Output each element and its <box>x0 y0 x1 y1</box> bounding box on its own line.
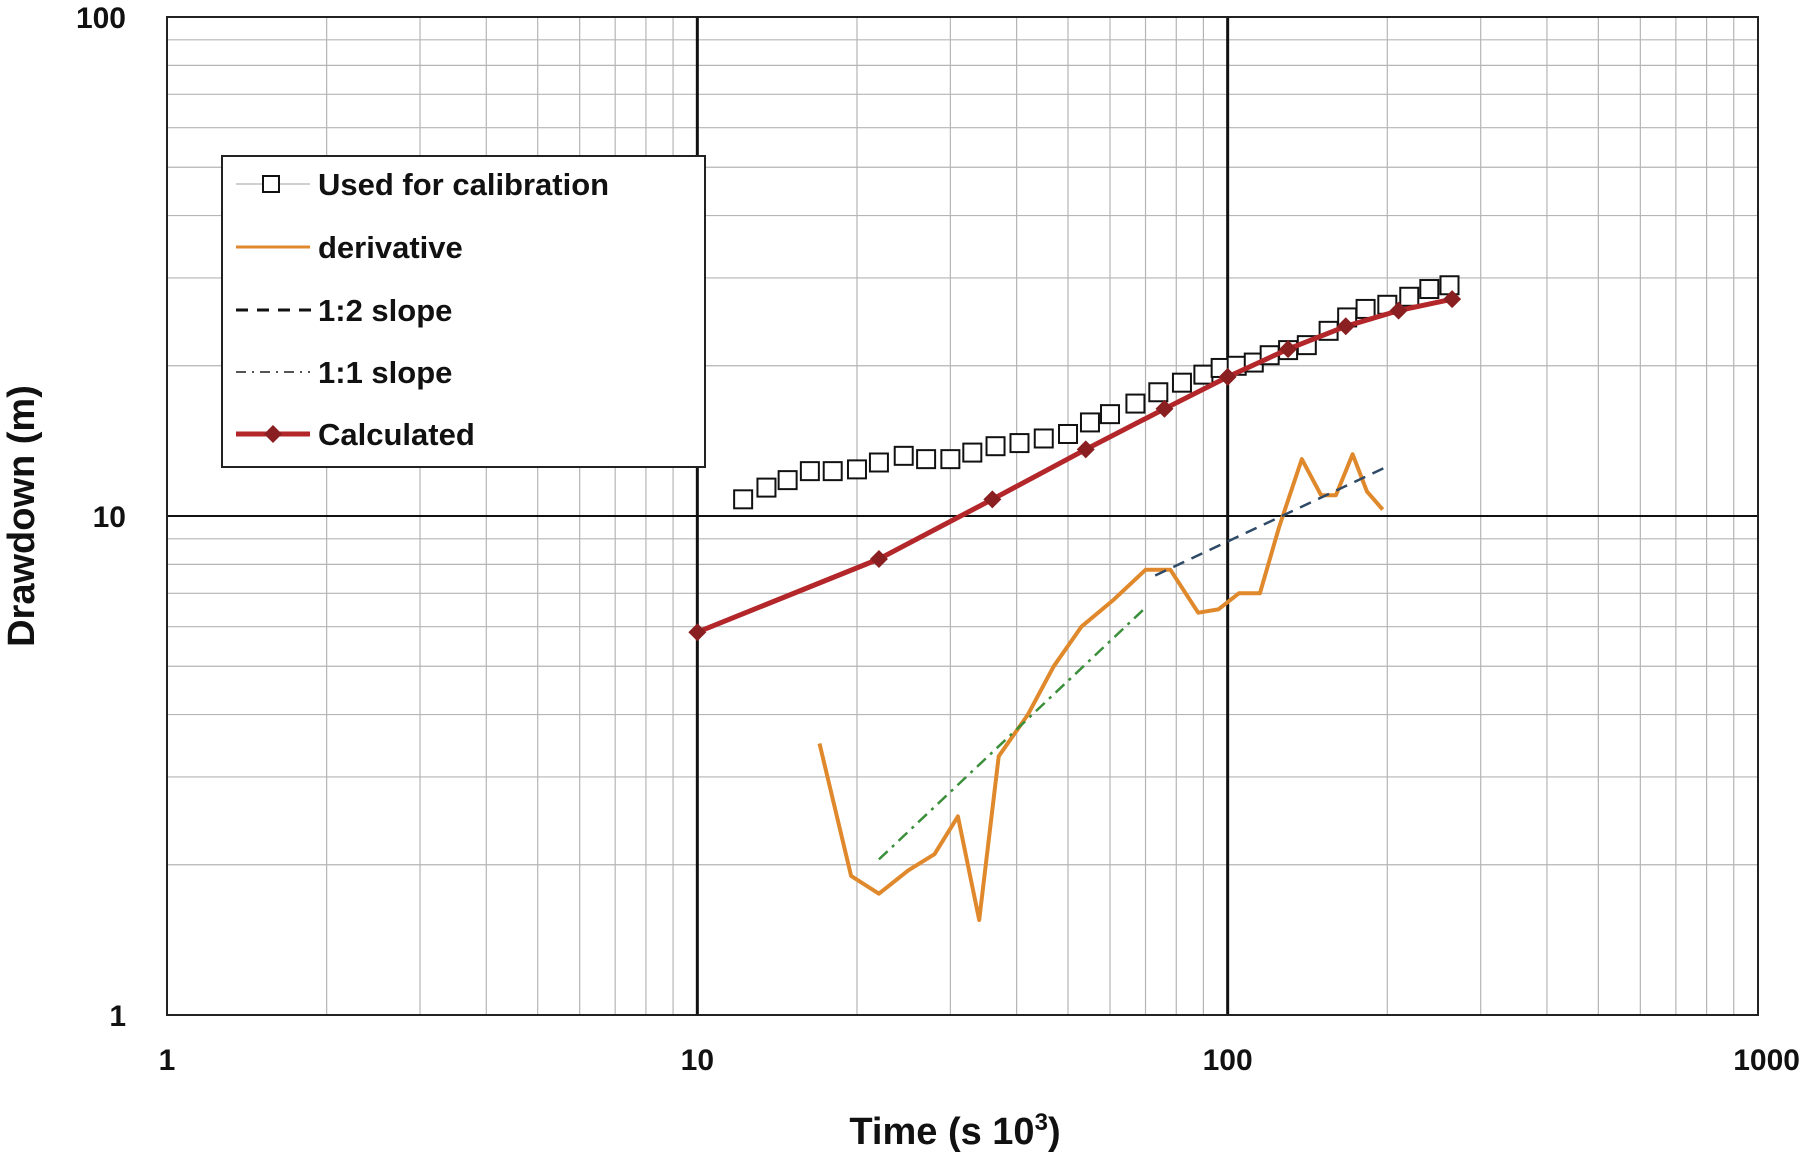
calculated-point <box>1336 317 1355 336</box>
series-calibration <box>733 275 1460 510</box>
slope_half-line <box>1154 466 1386 577</box>
calibration-point <box>893 445 914 466</box>
calibration-point <box>1009 433 1030 454</box>
calibration-point <box>1079 412 1100 433</box>
legend-derivative-label: derivative <box>318 230 463 265</box>
calibration-point <box>962 442 983 463</box>
series-layer <box>688 275 1462 922</box>
x-axis-title: Time (s 103) <box>849 1109 1060 1153</box>
legend: Used for calibration derivative 1:2 slop… <box>221 155 706 468</box>
legend-calibration-label: Used for calibration <box>318 167 609 202</box>
series-calculated <box>688 290 1462 642</box>
calibration-point <box>756 477 777 498</box>
x-tick-label: 1 <box>159 1044 176 1077</box>
calibration-point <box>1399 286 1420 307</box>
calculated-point <box>1155 399 1174 418</box>
calibration-point <box>1033 428 1054 449</box>
y-tick-label: 1 <box>109 1000 126 1033</box>
series-derivative <box>817 452 1385 922</box>
legend-calibration-marker <box>262 175 280 193</box>
plot-frame <box>166 16 1759 1016</box>
legend-calculated-marker <box>264 425 282 443</box>
series-slope_one <box>878 606 1147 861</box>
x-tick-label: 10 <box>681 1044 714 1077</box>
calibration-point <box>985 436 1006 457</box>
x-axis-title-end: ) <box>1048 1111 1061 1153</box>
calibration-point <box>868 452 889 473</box>
x-axis-title-superscript: 3 <box>1035 1109 1048 1136</box>
calibration-point <box>1171 372 1192 393</box>
legend-calculated-label: Calculated <box>318 417 475 452</box>
derivative-line <box>817 452 1385 922</box>
calibration-point <box>822 461 843 482</box>
calibration-point <box>916 449 937 470</box>
series-slope_half <box>1154 466 1386 577</box>
calibration-point <box>1193 364 1214 385</box>
calculated-point <box>1389 301 1408 320</box>
y-tick-label: 100 <box>76 2 126 35</box>
calibration-point <box>1125 393 1146 414</box>
calibration-point <box>733 489 754 510</box>
calibration-point <box>940 449 961 470</box>
calculated-line <box>696 296 1453 635</box>
legend-slope-half-label: 1:2 slope <box>318 293 452 328</box>
x-tick-label: 100 <box>1203 1044 1253 1077</box>
calibration-point <box>846 459 867 480</box>
calculated-point <box>688 623 707 642</box>
calibration-point <box>1148 382 1169 403</box>
x-tick-label: 1000 <box>1733 1044 1800 1077</box>
calibration-point <box>777 470 798 491</box>
calculated-point <box>983 490 1002 509</box>
slope_one-line <box>878 606 1147 861</box>
calibration-point <box>1419 279 1440 300</box>
calculated-point <box>1443 290 1462 309</box>
calibration-point <box>1355 298 1376 319</box>
y-tick-label: 10 <box>93 501 126 534</box>
calculated-point <box>1076 440 1095 459</box>
y-axis-title: Drawdown (m) <box>1 385 43 647</box>
calculated-point <box>1218 367 1237 386</box>
calculated-point <box>1279 340 1298 359</box>
x-axis-title-main: Time (s 10 <box>849 1111 1034 1153</box>
tick-labels: 1 10 100 1000 1 10 100 <box>76 2 1800 1077</box>
calculated-point <box>869 550 888 569</box>
calibration-point <box>1439 275 1460 296</box>
calibration-point <box>1100 404 1121 425</box>
calibration-point <box>1058 423 1079 444</box>
calibration-point <box>799 461 820 482</box>
legend-slope-one-label: 1:1 slope <box>318 355 452 390</box>
